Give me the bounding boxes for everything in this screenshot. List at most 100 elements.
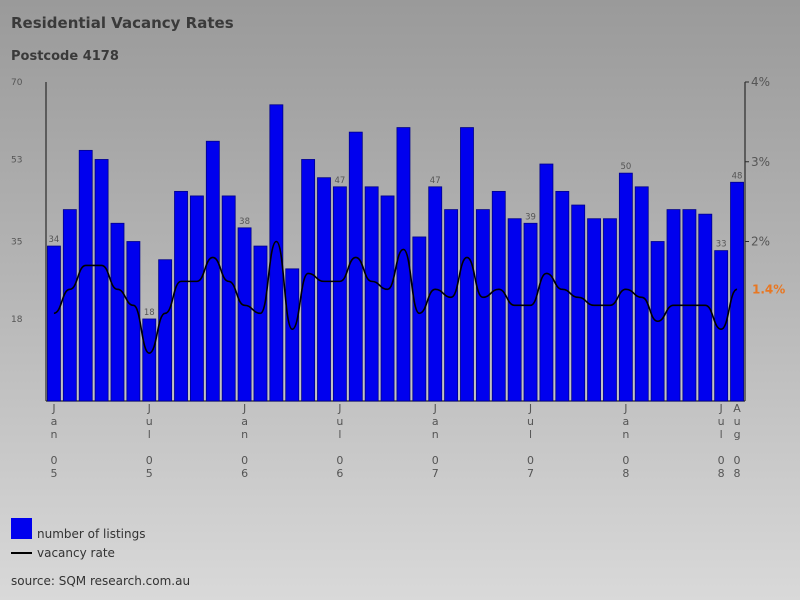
x-tick-year-digit: 7: [432, 467, 439, 480]
bar: [428, 186, 443, 402]
x-tick-month-letter: l: [338, 428, 341, 441]
bar: [285, 268, 300, 402]
bar: [174, 190, 188, 402]
bar: [110, 222, 125, 402]
bar: [555, 190, 570, 402]
x-tick-month-letter: a: [51, 415, 58, 428]
bar-data-label: 34: [49, 235, 60, 245]
x-tick-month-letter: u: [336, 415, 343, 428]
x-tick-month-letter: J: [242, 402, 246, 415]
x-tick-month-letter: a: [241, 415, 248, 428]
y-tick-label-right: 2%: [751, 235, 770, 249]
bar: [603, 218, 617, 402]
bar: [158, 259, 173, 402]
bar: [126, 241, 141, 402]
bar: [460, 127, 474, 402]
chart-subtitle: Postcode 4178: [11, 49, 119, 64]
source-credit: source: SQM research.com.au: [11, 574, 191, 588]
bar: [253, 245, 268, 402]
bar: [94, 159, 109, 402]
legend-swatch-bar: [11, 517, 32, 539]
x-tick-year-digit: 8: [622, 467, 629, 480]
x-tick-month-letter: a: [622, 415, 629, 428]
y-tick-label-left: 70: [11, 78, 23, 88]
x-tick-year-digit: 7: [527, 467, 534, 480]
bar: [714, 250, 729, 402]
x-tick-month-letter: J: [623, 402, 627, 415]
x-tick-month-letter: g: [734, 428, 741, 441]
x-tick-month-letter: J: [337, 402, 341, 415]
chart-title: Residential Vacancy Rates: [11, 14, 234, 32]
bar-data-label: 48: [732, 171, 743, 181]
bar-data-label: 47: [430, 176, 441, 186]
bar: [205, 140, 220, 402]
x-tick-month-letter: J: [51, 402, 55, 415]
x-tick-year-digit: 5: [146, 467, 153, 480]
x-tick-month-letter: u: [527, 415, 534, 428]
x-tick-month-letter: l: [529, 428, 532, 441]
bar: [730, 181, 744, 402]
x-tick-year-digit: 0: [622, 454, 629, 467]
y-tick-label-left: 53: [11, 155, 22, 165]
bar: [221, 195, 236, 402]
x-tick-month-letter: l: [720, 428, 723, 441]
x-tick-year-digit: 6: [241, 467, 248, 480]
bar: [317, 177, 331, 402]
bar: [142, 318, 157, 402]
x-tick-month-letter: J: [433, 402, 437, 415]
legend-item-listings: number of listings: [11, 515, 145, 541]
bar: [47, 245, 61, 402]
x-tick-month-letter: J: [528, 402, 532, 415]
bar: [348, 131, 363, 402]
legend-label-listings: number of listings: [37, 527, 146, 541]
x-tick-year-digit: 6: [336, 467, 343, 480]
bar: [332, 186, 347, 402]
bar-data-label: 50: [620, 162, 631, 172]
legend-swatch-line: [11, 552, 32, 554]
bar: [364, 186, 379, 402]
current-vacancy-rate-label: 1.4%: [752, 282, 785, 296]
x-tick-year-digit: 8: [734, 467, 741, 480]
bar: [444, 209, 459, 402]
bar: [62, 209, 77, 402]
legend-item-vacancy: vacancy rate: [11, 546, 115, 560]
bar: [396, 127, 411, 402]
x-tick-month-letter: u: [718, 415, 725, 428]
x-tick-year-digit: 0: [527, 454, 534, 467]
y-tick-label-left: 35: [11, 238, 22, 248]
x-tick-month-letter: J: [147, 402, 151, 415]
x-tick-month-letter: A: [733, 402, 741, 415]
bar-data-label: 38: [239, 217, 250, 227]
bar: [380, 195, 395, 402]
bar: [491, 190, 506, 402]
x-tick-year-digit: 0: [432, 454, 439, 467]
x-tick-month-letter: n: [241, 428, 248, 441]
bar: [190, 195, 204, 402]
x-tick-year-digit: 5: [50, 467, 57, 480]
bar: [269, 104, 284, 402]
x-tick-year-digit: 0: [146, 454, 153, 467]
x-tick-month-letter: n: [622, 428, 629, 441]
bar: [412, 236, 427, 402]
y-tick-label-right: 4%: [751, 75, 770, 89]
x-tick-month-letter: u: [734, 415, 741, 428]
bar: [698, 213, 713, 402]
bar: [237, 227, 252, 402]
x-tick-year-digit: 0: [734, 454, 741, 467]
x-tick-month-letter: u: [146, 415, 153, 428]
y-tick-label-left: 18: [11, 315, 23, 325]
bar: [587, 218, 601, 402]
x-tick-year-digit: 0: [50, 454, 57, 467]
x-tick-month-letter: n: [50, 428, 57, 441]
vacancy-rate-line: [53, 240, 738, 354]
y-tick-label-right: 3%: [751, 155, 770, 169]
bar: [523, 222, 538, 402]
x-tick-year-digit: 0: [241, 454, 248, 467]
bar: [539, 163, 554, 402]
x-tick-month-letter: J: [719, 402, 723, 415]
x-tick-month-letter: n: [432, 428, 439, 441]
x-tick-month-letter: a: [432, 415, 439, 428]
bar: [634, 186, 649, 402]
x-tick-month-letter: l: [148, 428, 151, 441]
